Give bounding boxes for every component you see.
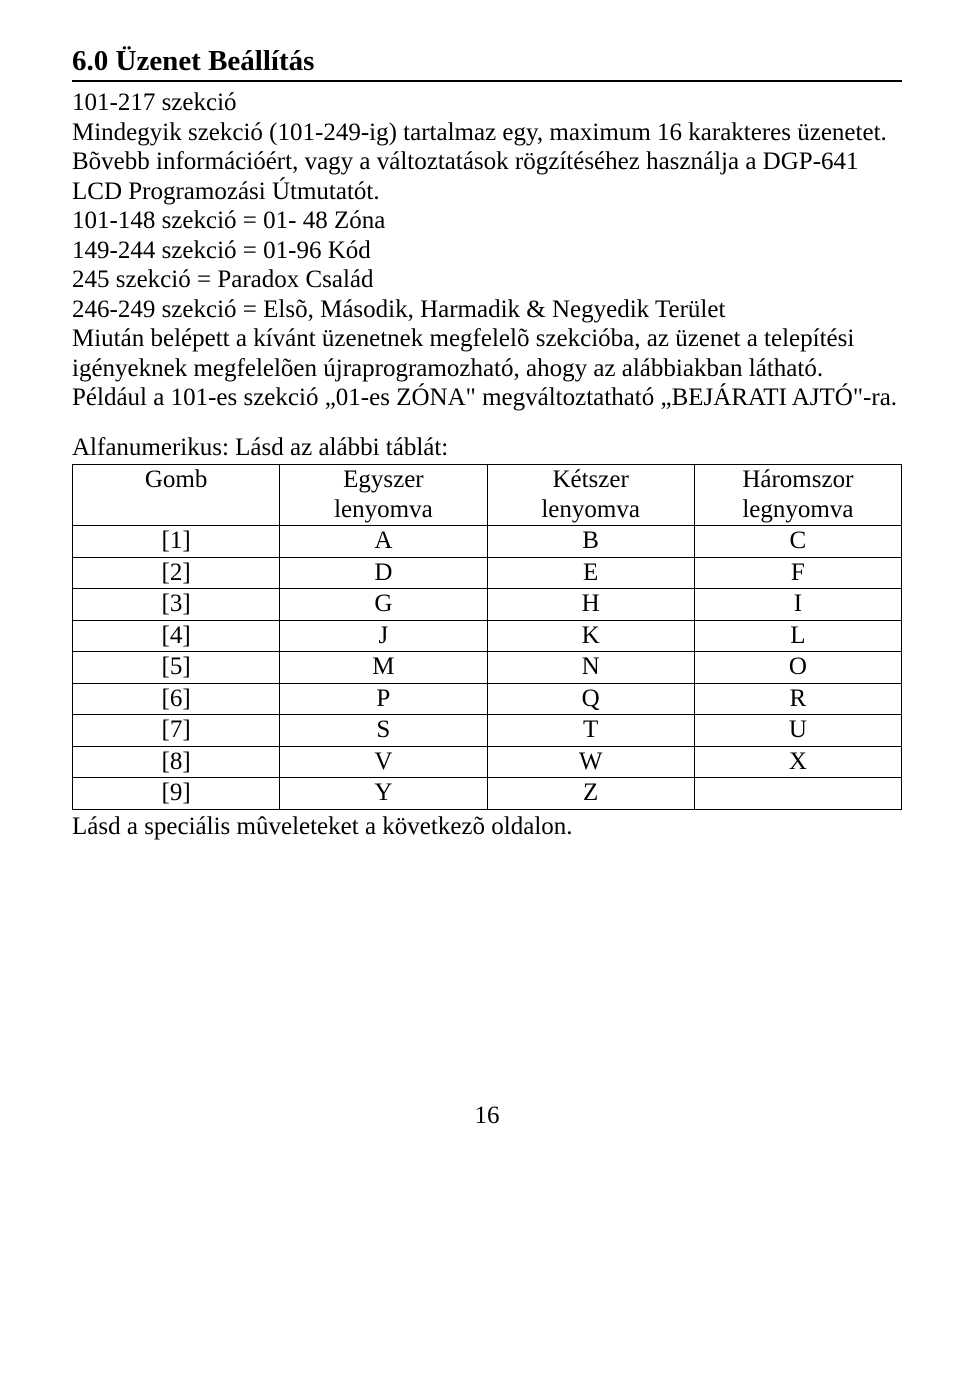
def-line-2: 149-244 szekció = 01-96 Kód: [72, 236, 902, 266]
def-line-1: 101-148 szekció = 01- 48 Zóna: [72, 206, 902, 236]
table-cell: [5]: [73, 652, 280, 684]
table-row: [3] G H I: [73, 589, 902, 621]
table-cell: J: [280, 620, 487, 652]
table-row: [6] P Q R: [73, 683, 902, 715]
table-header-text: Egyszer: [343, 466, 424, 493]
table-cell: P: [280, 683, 487, 715]
table-cell: S: [280, 715, 487, 747]
table-cell: A: [280, 526, 487, 558]
subtitle: 101-217 szekció: [72, 88, 902, 118]
table-row: [4] J K L: [73, 620, 902, 652]
page-number: 16: [72, 1101, 902, 1131]
table-header-cell: Gomb: [73, 465, 280, 526]
table-cell: [4]: [73, 620, 280, 652]
table-cell: C: [694, 526, 901, 558]
def-line-3: 245 szekció = Paradox Család: [72, 265, 902, 295]
table-cell: O: [694, 652, 901, 684]
table-cell: E: [487, 557, 694, 589]
paragraph-1: Mindegyik szekció (101-249-ig) tartalmaz…: [72, 118, 902, 207]
table-header-text: legnyomva: [742, 496, 853, 523]
alphanumeric-table: Gomb Egyszer lenyomva Kétszer lenyomva H…: [72, 464, 902, 810]
table-intro: Alfanumerikus: Lásd az alábbi táblát:: [72, 433, 902, 463]
table-row: [5] M N O: [73, 652, 902, 684]
table-cell: K: [487, 620, 694, 652]
heading-rule: [72, 80, 902, 82]
table-cell: G: [280, 589, 487, 621]
table-cell: [8]: [73, 746, 280, 778]
table-header-text: Gomb: [145, 466, 208, 493]
table-cell: Y: [280, 778, 487, 810]
table-cell: [9]: [73, 778, 280, 810]
table-row: [8] V W X: [73, 746, 902, 778]
table-cell: F: [694, 557, 901, 589]
paragraph-2: Miután belépett a kívánt üzenetnek megfe…: [72, 324, 902, 413]
table-cell: Q: [487, 683, 694, 715]
table-row: [7] S T U: [73, 715, 902, 747]
table-cell: M: [280, 652, 487, 684]
table-header-text: lenyomva: [334, 496, 433, 523]
table-cell: B: [487, 526, 694, 558]
table-cell: [694, 778, 901, 810]
table-header-text: Kétszer: [552, 466, 628, 493]
table-cell: L: [694, 620, 901, 652]
table-header-cell: Háromszor legnyomva: [694, 465, 901, 526]
section-heading: 6.0 Üzenet Beállítás: [72, 44, 902, 78]
def-line-4: 246-249 szekció = Elsõ, Második, Harmadi…: [72, 295, 902, 325]
table-header-text: lenyomva: [541, 496, 640, 523]
table-cell: V: [280, 746, 487, 778]
table-header-cell: Egyszer lenyomva: [280, 465, 487, 526]
table-cell: [3]: [73, 589, 280, 621]
table-cell: I: [694, 589, 901, 621]
table-row: [2] D E F: [73, 557, 902, 589]
table-cell: T: [487, 715, 694, 747]
table-cell: N: [487, 652, 694, 684]
table-row: [9] Y Z: [73, 778, 902, 810]
table-cell: [2]: [73, 557, 280, 589]
table-cell: [7]: [73, 715, 280, 747]
table-cell: U: [694, 715, 901, 747]
table-row: [1] A B C: [73, 526, 902, 558]
table-cell: X: [694, 746, 901, 778]
table-cell: W: [487, 746, 694, 778]
table-header-row: Gomb Egyszer lenyomva Kétszer lenyomva H…: [73, 465, 902, 526]
table-cell: H: [487, 589, 694, 621]
table-cell: [1]: [73, 526, 280, 558]
table-cell: Z: [487, 778, 694, 810]
after-table-text: Lásd a speciális mûveleteket a következõ…: [72, 812, 902, 842]
table-cell: R: [694, 683, 901, 715]
table-cell: [6]: [73, 683, 280, 715]
table-cell: D: [280, 557, 487, 589]
table-header-cell: Kétszer lenyomva: [487, 465, 694, 526]
table-header-text: Háromszor: [742, 466, 853, 493]
